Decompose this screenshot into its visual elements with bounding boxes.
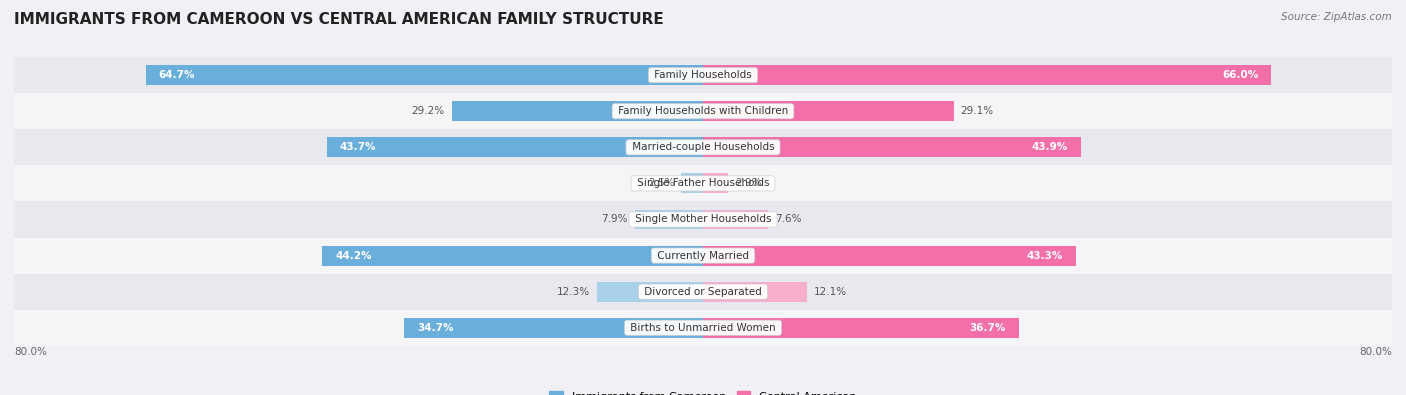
Bar [598,282,703,302]
Text: 7.9%: 7.9% [602,214,628,224]
Text: IMMIGRANTS FROM CAMEROON VS CENTRAL AMERICAN FAMILY STRUCTURE: IMMIGRANTS FROM CAMEROON VS CENTRAL AMER… [14,12,664,27]
Text: 29.1%: 29.1% [960,106,994,116]
Text: Single Father Households: Single Father Households [634,179,772,188]
Bar [14,201,1392,237]
Legend: Immigrants from Cameroon, Central American: Immigrants from Cameroon, Central Americ… [546,387,860,395]
Bar [703,318,1019,338]
Text: 66.0%: 66.0% [1222,70,1258,80]
Text: 29.2%: 29.2% [412,106,444,116]
Text: 7.6%: 7.6% [775,214,801,224]
Bar [451,101,703,121]
Bar [326,137,703,157]
Text: 2.9%: 2.9% [735,179,762,188]
Text: 43.9%: 43.9% [1032,142,1069,152]
Bar [14,237,1392,274]
Bar [14,310,1392,346]
Text: 80.0%: 80.0% [1360,346,1392,357]
Text: 80.0%: 80.0% [14,346,46,357]
Text: Single Mother Households: Single Mother Households [631,214,775,224]
Bar [703,65,1271,85]
Bar [703,246,1076,265]
Text: 12.3%: 12.3% [557,287,591,297]
Bar [14,274,1392,310]
Text: Family Households with Children: Family Households with Children [614,106,792,116]
Bar [322,246,703,265]
Text: 12.1%: 12.1% [814,287,848,297]
Bar [703,173,728,193]
Bar [14,93,1392,129]
Bar [703,282,807,302]
Text: 43.3%: 43.3% [1026,250,1063,261]
Bar [703,210,769,229]
Text: 34.7%: 34.7% [418,323,454,333]
Text: Currently Married: Currently Married [654,250,752,261]
Bar [682,173,703,193]
Text: 2.5%: 2.5% [648,179,675,188]
Text: Family Households: Family Households [651,70,755,80]
Bar [703,137,1081,157]
Text: 36.7%: 36.7% [970,323,1007,333]
Text: Births to Unmarried Women: Births to Unmarried Women [627,323,779,333]
Text: 43.7%: 43.7% [340,142,375,152]
Bar [703,101,953,121]
Text: Source: ZipAtlas.com: Source: ZipAtlas.com [1281,12,1392,22]
Text: Divorced or Separated: Divorced or Separated [641,287,765,297]
Bar [14,57,1392,93]
Bar [14,166,1392,201]
Bar [404,318,703,338]
Bar [14,129,1392,166]
Text: 64.7%: 64.7% [159,70,195,80]
Text: Married-couple Households: Married-couple Households [628,142,778,152]
Bar [636,210,703,229]
Text: 44.2%: 44.2% [335,250,371,261]
Bar [146,65,703,85]
